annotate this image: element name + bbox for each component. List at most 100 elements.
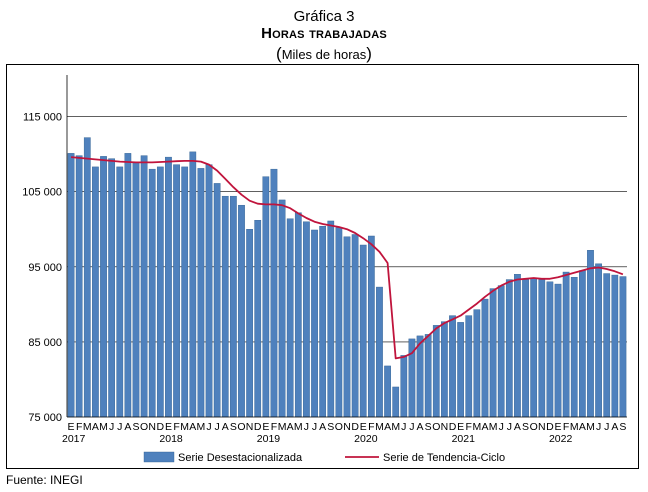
bar — [156, 166, 164, 418]
x-tick-label-month: A — [287, 421, 294, 433]
bar — [197, 168, 205, 418]
bar — [100, 156, 107, 418]
bar — [132, 162, 140, 418]
x-tick-label-month: D — [449, 421, 457, 433]
x-tick-label-month: O — [237, 421, 245, 433]
x-tick-label-month: J — [215, 421, 220, 433]
chart-frame: 75 000 85 000 95 000 105 000 115 000 E F M A M J J A… — [6, 64, 639, 469]
bar — [311, 229, 318, 418]
legend-label-trend: Serie de Tendencia-Ciclo — [383, 452, 505, 464]
chart-label: Gráfica 3 — [293, 8, 355, 25]
x-tick-label-month: J — [206, 421, 211, 433]
bar — [303, 221, 310, 418]
bar — [424, 334, 432, 418]
bar — [319, 226, 327, 418]
x-tick-label-month: M — [375, 421, 384, 433]
x-tick-label-month: F — [466, 421, 472, 433]
x-tick-label-month: S — [132, 421, 139, 433]
x-tick-label-month: M — [83, 421, 92, 433]
bar — [384, 365, 391, 418]
bar — [562, 271, 570, 418]
x-tick-label-year: 2019 — [257, 433, 281, 445]
bar — [343, 236, 351, 418]
x-tick-label-month: J — [604, 421, 609, 433]
bar — [554, 283, 562, 418]
x-tick-label-month: J — [312, 421, 317, 433]
x-tick-label-month: A — [481, 421, 488, 433]
x-tick-label-month: N — [148, 421, 156, 433]
x-tick-label-month: O — [432, 421, 440, 433]
y-tick-label: 85 000 — [28, 337, 62, 349]
x-tick-label-month: M — [489, 421, 498, 433]
bar — [416, 335, 424, 418]
bar — [213, 183, 221, 418]
bar — [238, 204, 245, 418]
bar — [505, 279, 513, 418]
bar — [449, 315, 456, 418]
bar — [116, 166, 124, 418]
x-tick-label-month: D — [351, 421, 359, 433]
bar — [286, 218, 294, 418]
x-tick-label-month: M — [391, 421, 400, 433]
bar — [530, 277, 538, 418]
bar — [278, 199, 286, 418]
x-tick-label-month: A — [189, 421, 196, 433]
bar — [335, 227, 343, 418]
x-tick-label-month: N — [441, 421, 449, 433]
x-tick-label-month: F — [271, 421, 277, 433]
legend-label-bars: Serie Desestacionalizada — [178, 452, 303, 464]
x-tick-label-year: 2017 — [62, 433, 86, 445]
x-tick-label-month: E — [68, 421, 75, 433]
x-tick-label-month: E — [262, 421, 269, 433]
bar — [108, 158, 115, 418]
bar — [359, 244, 367, 418]
bar — [619, 276, 627, 418]
x-tick-label-month: J — [409, 421, 414, 433]
bar — [367, 235, 375, 418]
legend-swatch-bars — [143, 451, 175, 463]
x-tick-label-month: D — [157, 421, 165, 433]
bar — [514, 274, 521, 418]
source-note: Fuente: INEGI — [6, 473, 83, 487]
bar — [246, 229, 253, 418]
bar — [254, 220, 262, 418]
x-tick-label-month: A — [384, 421, 391, 433]
x-tick-label-month: D — [254, 421, 262, 433]
bar — [230, 195, 237, 418]
x-tick-label-month: A — [611, 421, 618, 433]
chart-subtitle-text: Miles de horas — [281, 47, 367, 62]
y-tick-label: 75 000 — [28, 412, 62, 424]
x-tick-label-month: A — [319, 421, 326, 433]
bar — [140, 155, 148, 418]
bar — [432, 325, 440, 418]
x-tick-label-month: F — [173, 421, 179, 433]
x-tick-label-month: O — [530, 421, 538, 433]
chart-title: Horas trabajadas — [261, 25, 387, 42]
x-tick-label-month: A — [92, 421, 99, 433]
x-tick-label-month: O — [140, 421, 148, 433]
x-tick-label-month: D — [546, 421, 554, 433]
x-tick-label-month: N — [343, 421, 351, 433]
bar — [546, 281, 554, 418]
bar — [392, 386, 400, 418]
bar — [262, 176, 270, 418]
x-tick-label-month: A — [417, 421, 424, 433]
bar — [181, 166, 189, 418]
bar — [221, 195, 229, 418]
x-tick-label-month: N — [246, 421, 254, 433]
x-tick-label-month: O — [335, 421, 343, 433]
bar — [522, 279, 529, 418]
bar — [595, 263, 602, 418]
x-tick-label-month: M — [586, 421, 595, 433]
bar — [189, 151, 197, 418]
x-tick-label-month: E — [360, 421, 367, 433]
x-tick-label-month: M — [294, 421, 303, 433]
bar — [67, 153, 75, 418]
bar — [400, 355, 408, 418]
x-tick-label-month: J — [109, 421, 114, 433]
bar — [441, 321, 448, 418]
x-tick-label-month: E — [165, 421, 172, 433]
bar — [489, 288, 497, 418]
x-tick-label-month: S — [619, 421, 626, 433]
